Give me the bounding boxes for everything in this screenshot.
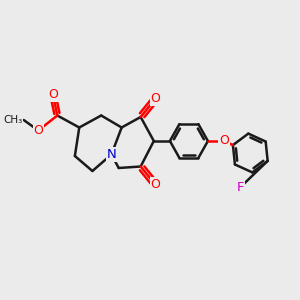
Text: CH₃: CH₃ (3, 115, 22, 125)
Text: O: O (150, 92, 160, 106)
Text: O: O (33, 124, 43, 137)
Text: O: O (48, 88, 58, 101)
Text: O: O (219, 134, 229, 148)
Text: O: O (150, 178, 160, 191)
Text: F: F (236, 181, 244, 194)
Text: N: N (106, 148, 116, 161)
